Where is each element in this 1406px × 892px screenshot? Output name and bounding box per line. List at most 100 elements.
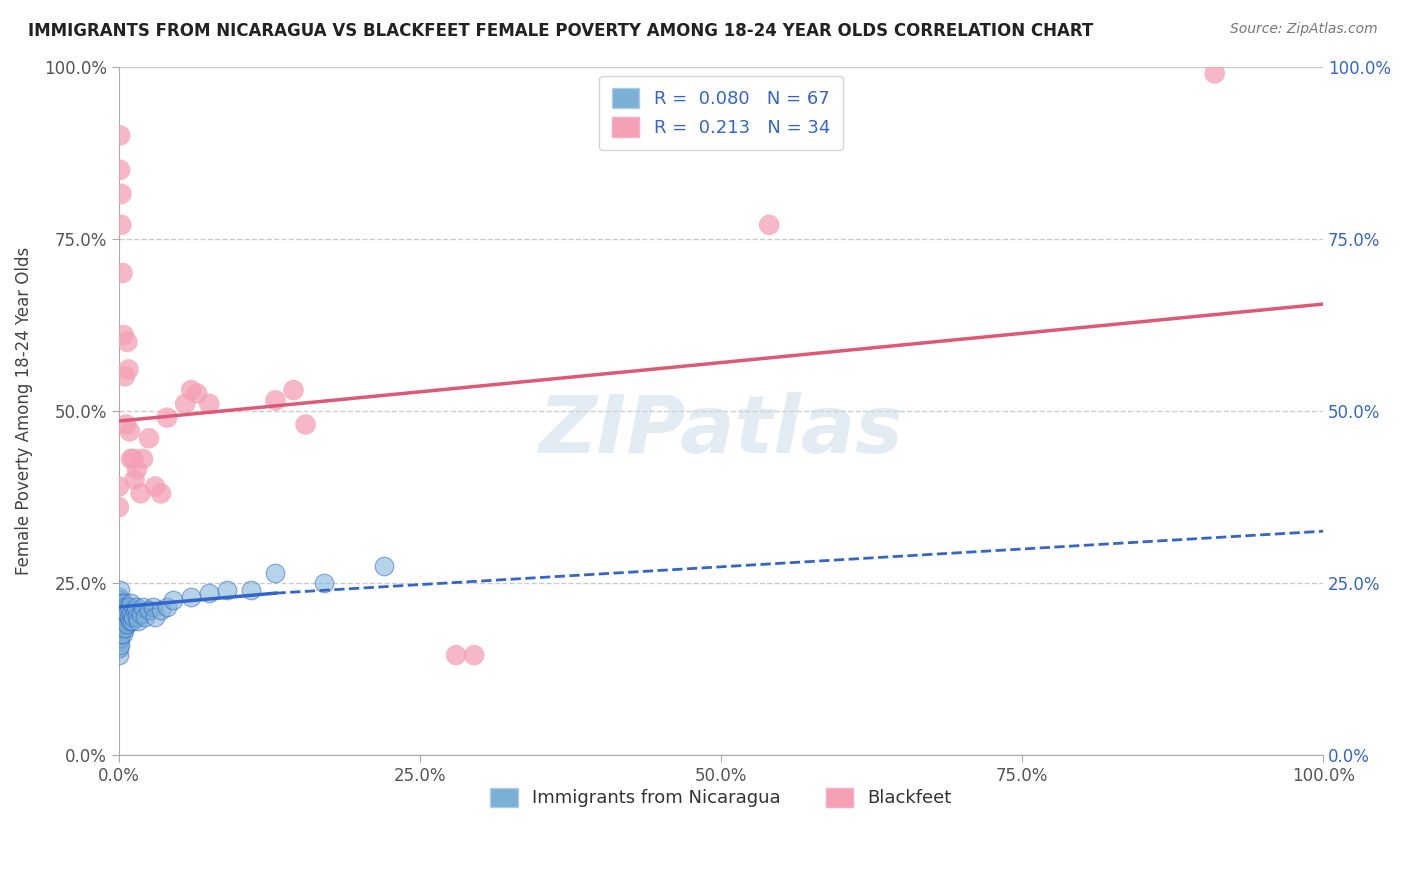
Text: ZIPatlas: ZIPatlas bbox=[538, 392, 904, 470]
Point bbox=[138, 431, 160, 445]
Point bbox=[150, 603, 173, 617]
Point bbox=[117, 610, 139, 624]
Point bbox=[124, 473, 146, 487]
Text: IMMIGRANTS FROM NICARAGUA VS BLACKFEET FEMALE POVERTY AMONG 18-24 YEAR OLDS CORR: IMMIGRANTS FROM NICARAGUA VS BLACKFEET F… bbox=[28, 22, 1094, 40]
Point bbox=[111, 610, 134, 624]
Point bbox=[373, 558, 395, 573]
Point bbox=[114, 621, 136, 635]
Point bbox=[117, 599, 139, 614]
Point bbox=[180, 383, 202, 397]
Point bbox=[111, 599, 134, 614]
Point bbox=[156, 599, 179, 614]
Point bbox=[108, 641, 131, 656]
Point bbox=[108, 631, 131, 645]
Point bbox=[114, 369, 136, 384]
Point bbox=[108, 162, 131, 177]
Point bbox=[115, 417, 138, 432]
Point bbox=[112, 607, 135, 621]
Y-axis label: Female Poverty Among 18-24 Year Olds: Female Poverty Among 18-24 Year Olds bbox=[15, 246, 32, 574]
Point bbox=[108, 603, 131, 617]
Point bbox=[112, 597, 135, 611]
Point bbox=[110, 603, 132, 617]
Point bbox=[108, 621, 131, 635]
Point bbox=[110, 621, 132, 635]
Point bbox=[1204, 66, 1226, 80]
Point bbox=[115, 610, 138, 624]
Point bbox=[124, 603, 146, 617]
Point bbox=[108, 590, 131, 604]
Point bbox=[122, 451, 145, 466]
Point bbox=[198, 586, 221, 600]
Point bbox=[117, 362, 139, 376]
Point bbox=[108, 500, 131, 515]
Point bbox=[110, 627, 132, 641]
Point bbox=[125, 462, 148, 476]
Point bbox=[180, 590, 202, 604]
Point bbox=[142, 599, 165, 614]
Point bbox=[108, 610, 131, 624]
Legend: Immigrants from Nicaragua, Blackfeet: Immigrants from Nicaragua, Blackfeet bbox=[484, 780, 959, 814]
Point bbox=[117, 617, 139, 632]
Point bbox=[156, 410, 179, 425]
Point bbox=[108, 617, 131, 632]
Point bbox=[110, 186, 132, 201]
Point bbox=[264, 566, 287, 580]
Point bbox=[111, 621, 134, 635]
Point bbox=[108, 582, 131, 597]
Point bbox=[108, 593, 131, 607]
Point bbox=[108, 607, 131, 621]
Point bbox=[112, 328, 135, 343]
Point bbox=[110, 597, 132, 611]
Point bbox=[117, 607, 139, 621]
Point bbox=[264, 393, 287, 408]
Point bbox=[122, 610, 145, 624]
Point bbox=[114, 603, 136, 617]
Point bbox=[108, 597, 131, 611]
Point bbox=[108, 634, 131, 648]
Point bbox=[111, 266, 134, 280]
Point bbox=[186, 386, 208, 401]
Point bbox=[108, 614, 131, 628]
Point bbox=[108, 627, 131, 641]
Point bbox=[108, 648, 131, 662]
Point bbox=[110, 610, 132, 624]
Point bbox=[312, 575, 335, 590]
Point bbox=[240, 582, 263, 597]
Point bbox=[758, 218, 780, 232]
Point bbox=[117, 334, 139, 349]
Point bbox=[121, 614, 143, 628]
Point bbox=[162, 593, 184, 607]
Point bbox=[294, 417, 316, 432]
Point bbox=[198, 397, 221, 411]
Point bbox=[120, 597, 142, 611]
Point bbox=[444, 648, 467, 662]
Point bbox=[110, 614, 132, 628]
Text: Source: ZipAtlas.com: Source: ZipAtlas.com bbox=[1230, 22, 1378, 37]
Point bbox=[143, 610, 166, 624]
Point bbox=[134, 610, 156, 624]
Point bbox=[108, 128, 131, 143]
Point bbox=[129, 607, 152, 621]
Point bbox=[125, 610, 148, 624]
Point bbox=[114, 614, 136, 628]
Point bbox=[125, 599, 148, 614]
Point bbox=[127, 614, 149, 628]
Point bbox=[118, 614, 141, 628]
Point bbox=[112, 617, 135, 632]
Point bbox=[283, 383, 305, 397]
Point bbox=[174, 397, 197, 411]
Point bbox=[115, 599, 138, 614]
Point bbox=[108, 624, 131, 638]
Point bbox=[143, 479, 166, 493]
Point bbox=[108, 610, 131, 624]
Point bbox=[120, 451, 142, 466]
Point bbox=[132, 599, 155, 614]
Point bbox=[129, 486, 152, 500]
Point bbox=[111, 627, 134, 641]
Point bbox=[217, 582, 239, 597]
Point bbox=[110, 218, 132, 232]
Point bbox=[108, 614, 131, 628]
Point bbox=[138, 603, 160, 617]
Point bbox=[108, 599, 131, 614]
Point bbox=[132, 451, 155, 466]
